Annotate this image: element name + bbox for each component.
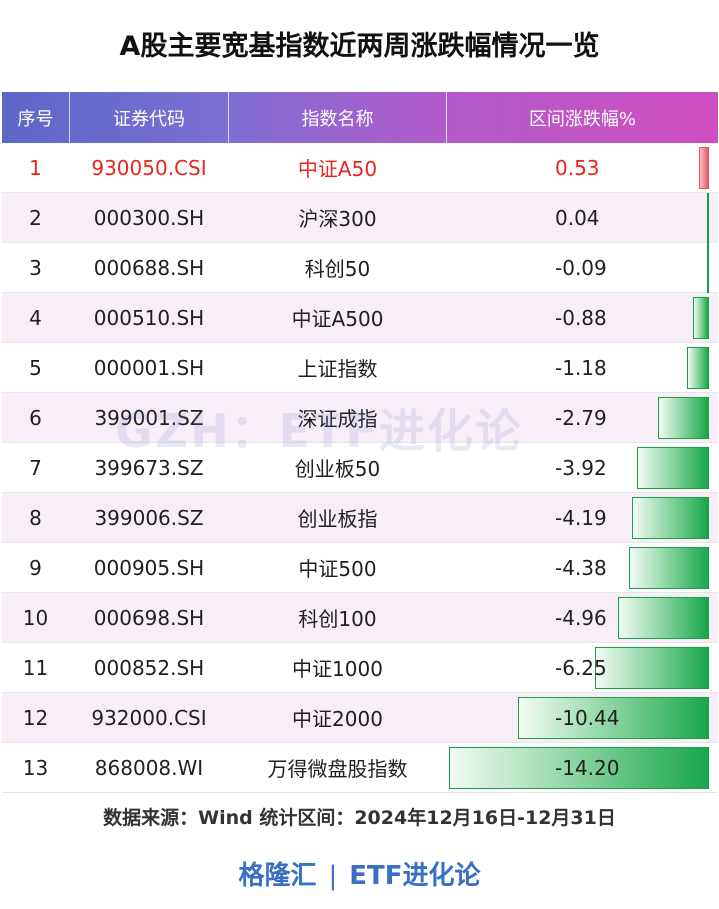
cell-seq: 4 (29, 305, 42, 330)
cell-code: 868008.WI (94, 755, 204, 780)
cell-change-value: -4.38 (555, 555, 607, 580)
footer-brand-right: ETF进化论 (349, 861, 481, 891)
cell-code: 000905.SH (93, 555, 205, 580)
cell-index-name: 中证1000 (292, 657, 383, 681)
cell-index-name: 创业板50 (294, 457, 381, 481)
watermark: GZH：ETF进化论 (115, 404, 523, 458)
table-row: 7 399673.SZ 创业板50 -3.92 (2, 443, 718, 493)
cell-code: 000001.SH (93, 355, 205, 380)
cell-change-value: -4.96 (555, 605, 607, 630)
footer-brand-left: 格隆汇 (238, 861, 317, 891)
footer-divider: | (328, 861, 338, 891)
cell-index-name: 创业板指 (297, 507, 378, 531)
cell-index-name: 中证A50 (297, 157, 378, 181)
cell-index-name: 中证2000 (292, 707, 383, 731)
change-bar (637, 447, 709, 489)
cell-index-name: 科创50 (304, 257, 371, 281)
cell-code: 930050.CSI (91, 155, 207, 180)
cell-seq: 6 (29, 405, 42, 430)
cell-seq: 8 (29, 505, 42, 530)
table-row: 11 000852.SH 中证1000 -6.25 (2, 643, 718, 693)
cell-change-value: 0.04 (555, 205, 600, 230)
cell-code: 000300.SH (93, 205, 205, 230)
table-row: 6 399001.SZ 深证成指 -2.79 (2, 393, 718, 443)
cell-code: 399001.SZ (94, 405, 204, 430)
change-bar (692, 297, 709, 339)
header-seq: 序号 (17, 108, 54, 130)
table-row: 3 000688.SH 科创50 -0.09 (2, 243, 718, 293)
cell-change-value: -6.25 (555, 655, 607, 680)
table-row: 8 399006.SZ 创业板指 -4.19 (2, 493, 718, 543)
cell-change-value: 0.53 (555, 155, 600, 180)
footer-brand: 格隆汇 | ETF进化论 (0, 855, 719, 892)
table-row: 4 000510.SH 中证A500 -0.88 (2, 293, 718, 343)
cell-index-name: 深证成指 (297, 407, 378, 431)
cell-index-name: 中证500 (298, 557, 377, 581)
change-bar (517, 697, 709, 739)
change-bar (632, 497, 709, 539)
cell-code: 399673.SZ (94, 455, 204, 480)
cell-seq: 1 (29, 155, 42, 180)
cell-code: 000510.SH (93, 305, 205, 330)
cell-seq: 13 (22, 755, 49, 780)
cell-index-name: 科创100 (298, 607, 377, 631)
table-row: 5 000001.SH 上证指数 -1.18 (2, 343, 718, 393)
table-row: 9 000905.SH 中证500 -4.38 (2, 543, 718, 593)
table-header: 序号 证券代码 指数名称 区间涨跌幅% (2, 92, 718, 143)
cell-code: 399006.SZ (94, 505, 204, 530)
cell-change-value: -0.88 (555, 305, 607, 330)
table-row: 10 000698.SH 科创100 -4.96 (2, 593, 718, 643)
cell-seq: 11 (22, 655, 49, 680)
cell-seq: 2 (29, 205, 42, 230)
change-bar (618, 597, 709, 639)
cell-index-name: 中证A500 (291, 307, 384, 331)
cell-seq: 7 (29, 455, 42, 480)
cell-change-value: -14.20 (555, 755, 620, 780)
cell-change-value: -0.09 (555, 255, 607, 280)
change-bar (594, 647, 709, 689)
cell-change-value: -1.18 (555, 355, 607, 380)
change-bar (449, 747, 709, 789)
cell-change-value: -10.44 (555, 705, 620, 730)
cell-change-value: -3.92 (555, 455, 607, 480)
cell-seq: 12 (22, 705, 49, 730)
page-title: A股主要宽基指数近两周涨跌幅情况一览 (119, 31, 600, 62)
change-bar (657, 397, 709, 439)
header-code: 证券代码 (113, 108, 185, 130)
cell-index-name: 万得微盘股指数 (267, 757, 408, 781)
table-row: 2 000300.SH 沪深300 0.04 (2, 193, 718, 243)
cell-seq: 9 (29, 555, 42, 580)
table-row: 1 930050.CSI 中证A50 0.53 (2, 143, 718, 193)
cell-code: 932000.CSI (91, 705, 207, 730)
change-bar (687, 347, 709, 389)
header-name: 指数名称 (301, 108, 374, 130)
cell-code: 000698.SH (93, 605, 205, 630)
data-source-note: 数据来源：Wind 统计区间：2024年12月16日-12月31日 (103, 807, 616, 829)
change-bar (707, 243, 709, 293)
cell-code: 000852.SH (93, 655, 205, 680)
table-body: 1 930050.CSI 中证A50 0.53 2 000300.SH 沪深300 0.04 3… (2, 143, 718, 793)
change-bar (699, 147, 709, 189)
change-bar (628, 547, 709, 589)
header-change: 区间涨跌幅% (528, 108, 637, 130)
change-bar (707, 193, 709, 243)
cell-code: 000688.SH (93, 255, 205, 280)
cell-change-value: -4.19 (555, 505, 607, 530)
cell-seq: 3 (29, 255, 42, 280)
table-row: 13 868008.WI 万得微盘股指数 -14.20 (2, 743, 718, 793)
table-row: 12 932000.CSI 中证2000 -10.44 (2, 693, 718, 743)
cell-index-name: 上证指数 (297, 357, 378, 381)
cell-change-value: -2.79 (555, 405, 607, 430)
cell-index-name: 沪深300 (298, 207, 377, 231)
cell-seq: 5 (29, 355, 42, 380)
cell-seq: 10 (22, 605, 49, 630)
